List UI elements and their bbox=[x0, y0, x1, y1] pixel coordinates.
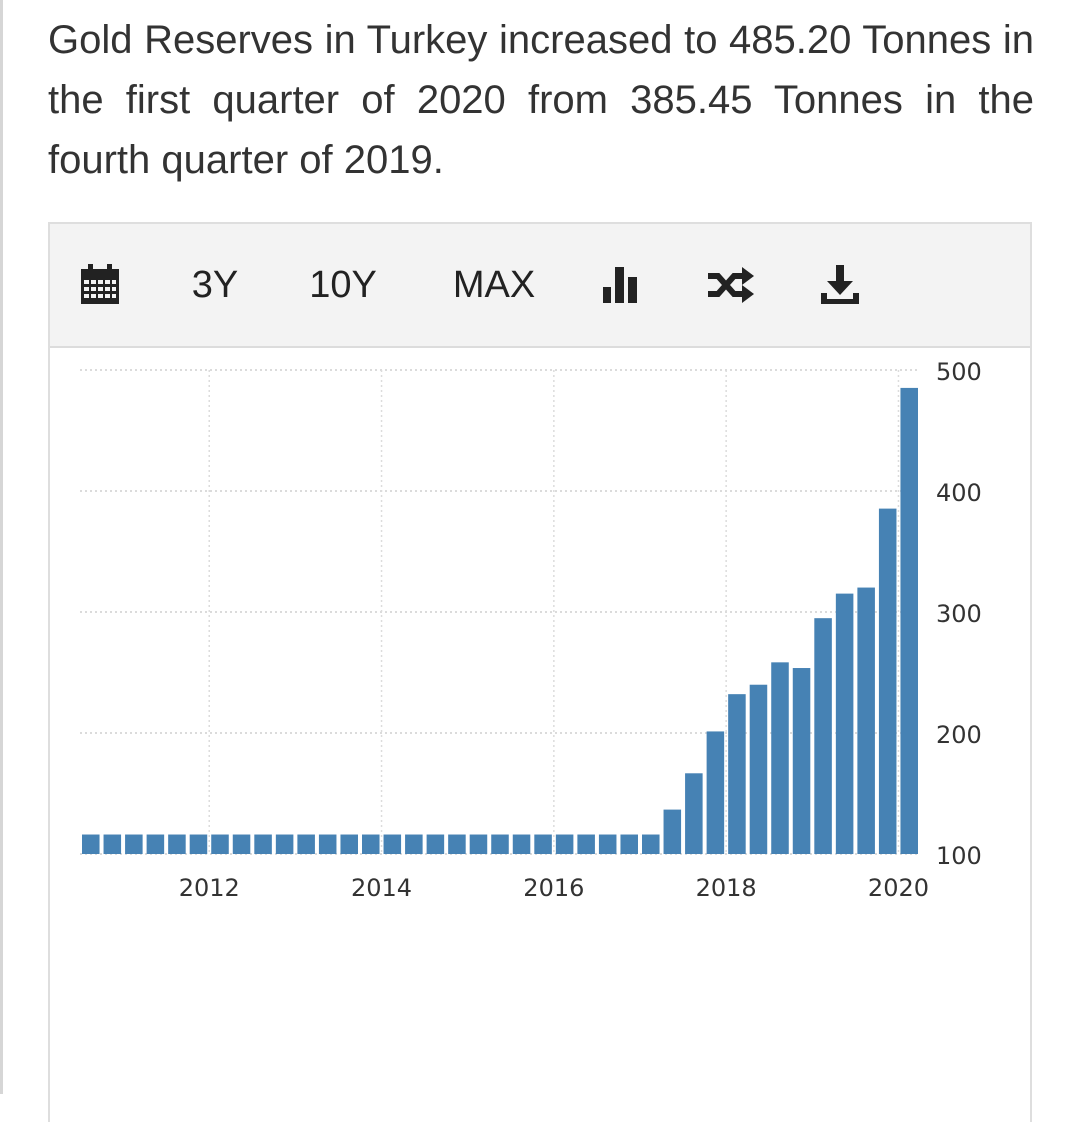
x-tick-label: 2018 bbox=[696, 874, 757, 902]
x-tick-label: 2020 bbox=[868, 874, 929, 902]
x-tick-label: 2016 bbox=[523, 874, 584, 902]
download-icon[interactable] bbox=[814, 224, 866, 346]
bar bbox=[771, 662, 789, 854]
bar bbox=[405, 834, 423, 854]
bar bbox=[125, 834, 143, 854]
bar bbox=[598, 834, 617, 854]
bar bbox=[168, 834, 186, 854]
calendar-icon[interactable] bbox=[74, 224, 126, 346]
bar bbox=[663, 809, 682, 854]
bar bbox=[534, 834, 552, 854]
range-10y-button[interactable]: 10Y bbox=[309, 263, 377, 306]
bar bbox=[792, 668, 811, 854]
x-tick-label: 2014 bbox=[351, 874, 412, 902]
bar bbox=[835, 593, 854, 854]
bar bbox=[362, 834, 380, 854]
bar bbox=[211, 834, 229, 854]
bar bbox=[297, 834, 315, 854]
bar bbox=[426, 834, 445, 854]
bar bbox=[900, 387, 918, 854]
bar bbox=[728, 694, 746, 854]
bar bbox=[469, 834, 488, 854]
y-tick-label: 100 bbox=[936, 842, 982, 870]
x-tick-label: 2012 bbox=[179, 874, 240, 902]
bar bbox=[275, 834, 294, 854]
bar bbox=[749, 684, 768, 854]
bar bbox=[642, 834, 660, 854]
bar-chart-icon[interactable] bbox=[596, 224, 646, 346]
bar bbox=[232, 834, 251, 854]
bar bbox=[383, 834, 402, 854]
bar bbox=[146, 834, 165, 854]
bar bbox=[512, 834, 531, 854]
bar bbox=[878, 508, 897, 854]
y-tick-label: 300 bbox=[936, 600, 982, 628]
bar-chart: 100 200 300 400 500 2012 2014 2016 2018 2020 bbox=[80, 358, 982, 902]
bar bbox=[685, 773, 703, 854]
bar bbox=[857, 587, 875, 854]
bar bbox=[577, 834, 595, 854]
headline: Gold Reserves in Turkey increased to 485… bbox=[48, 18, 1034, 182]
left-border bbox=[0, 0, 3, 1094]
bar bbox=[189, 834, 208, 854]
bar bbox=[254, 834, 272, 854]
bar bbox=[555, 834, 574, 854]
y-tick-label: 500 bbox=[936, 358, 982, 386]
bar bbox=[82, 834, 100, 854]
bar bbox=[620, 834, 638, 854]
bar bbox=[448, 834, 466, 854]
y-tick-label: 400 bbox=[936, 479, 982, 507]
range-max-button[interactable]: MAX bbox=[452, 263, 536, 306]
chart-widget: 3Y 10Y MAX bbox=[48, 222, 1032, 1122]
bar bbox=[814, 618, 832, 854]
bar bbox=[103, 834, 122, 854]
bar bbox=[318, 834, 337, 854]
bar bbox=[340, 834, 358, 854]
chart-toolbar: 3Y 10Y MAX bbox=[50, 224, 1030, 348]
shuffle-icon[interactable] bbox=[702, 224, 758, 346]
range-3y-button[interactable]: 3Y bbox=[191, 263, 239, 306]
bar bbox=[491, 834, 509, 854]
y-tick-label: 200 bbox=[936, 721, 982, 749]
bar bbox=[706, 731, 725, 854]
